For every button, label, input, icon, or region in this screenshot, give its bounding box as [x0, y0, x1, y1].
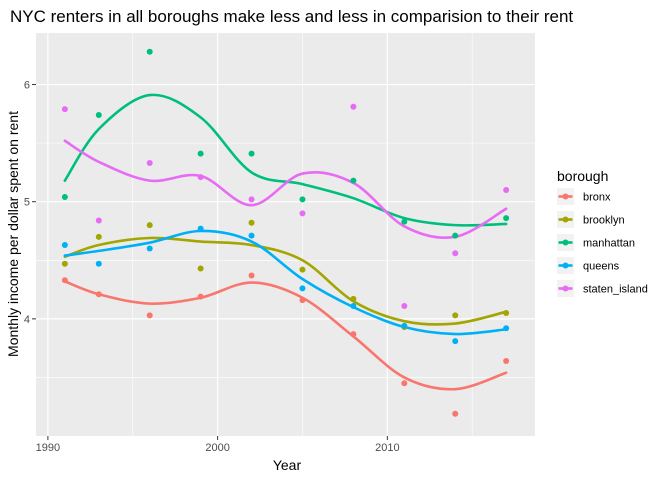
data-point-brooklyn	[95, 233, 102, 240]
legend: borough bronx brooklyn manhattan queens stat…	[557, 168, 648, 297]
data-point-queens	[197, 225, 204, 232]
y-tick-label: 4	[24, 314, 30, 326]
plot-area	[36, 33, 535, 436]
data-point-queens	[248, 232, 255, 239]
data-point-queens	[61, 242, 68, 249]
data-point-bronx	[95, 291, 102, 298]
legend-key-point	[562, 239, 569, 246]
plot-background	[36, 33, 535, 436]
trend-line-staten_island	[63, 139, 508, 239]
data-point-bronx	[299, 297, 306, 304]
data-point-brooklyn	[299, 266, 306, 273]
legend-key-point	[562, 262, 569, 269]
data-point-manhattan	[299, 196, 306, 203]
trend-line-queens	[63, 229, 508, 336]
data-point-queens	[350, 302, 357, 309]
data-point-staten_island	[503, 186, 510, 193]
legend-key-point	[562, 216, 569, 223]
data-point-staten_island	[197, 174, 204, 181]
data-point-staten_island	[350, 103, 357, 110]
data-point-brooklyn	[452, 312, 459, 319]
data-point-staten_island	[95, 217, 102, 224]
data-point-staten_island	[61, 106, 68, 113]
x-tick-label: 2010	[375, 442, 399, 454]
legend-key-point	[562, 285, 569, 292]
data-point-bronx	[197, 293, 204, 300]
legend-title: borough	[557, 168, 608, 184]
data-point-manhattan	[452, 232, 459, 239]
data-point-manhattan	[350, 177, 357, 184]
data-point-brooklyn	[61, 260, 68, 267]
chart-title: NYC renters in all boroughs make less an…	[10, 7, 573, 26]
x-axis-title: Year	[273, 457, 302, 473]
x-tick-label: 2000	[205, 442, 229, 454]
data-point-staten_island	[452, 250, 459, 257]
data-point-manhattan	[248, 150, 255, 157]
y-axis-title: Monthly income per dollar spent on rent	[5, 111, 21, 357]
y-tick-label: 5	[24, 197, 30, 209]
legend-label-manhattan: manhattan	[583, 238, 635, 250]
data-point-brooklyn	[197, 265, 204, 272]
data-point-manhattan	[401, 218, 408, 225]
trend-line-bronx	[63, 280, 508, 391]
trend-line-manhattan	[63, 93, 508, 227]
data-point-brooklyn	[248, 219, 255, 226]
data-point-brooklyn	[350, 295, 357, 302]
data-point-bronx	[452, 410, 459, 417]
legend-key-point	[562, 193, 569, 200]
data-point-queens	[452, 338, 459, 345]
legend-label-staten_island: staten_island	[583, 284, 648, 296]
data-point-manhattan	[197, 150, 204, 157]
trend-line-brooklyn	[63, 236, 508, 326]
data-point-manhattan	[95, 112, 102, 119]
data-point-queens	[95, 260, 102, 267]
legend-label-brooklyn: brooklyn	[583, 215, 625, 227]
data-point-bronx	[401, 380, 408, 387]
data-point-bronx	[61, 277, 68, 284]
data-point-manhattan	[146, 48, 153, 55]
data-point-manhattan	[503, 215, 510, 222]
data-point-staten_island	[248, 196, 255, 203]
data-point-queens	[146, 245, 153, 252]
x-tick-label: 1990	[36, 442, 60, 454]
data-point-brooklyn	[146, 222, 153, 229]
data-point-bronx	[146, 312, 153, 319]
data-point-queens	[401, 322, 408, 329]
y-tick-label: 6	[24, 80, 30, 92]
data-point-bronx	[350, 331, 357, 338]
data-point-queens	[299, 285, 306, 292]
axes: 1990 2000 2010 4 5 6	[24, 80, 400, 454]
data-point-staten_island	[401, 302, 408, 309]
data-point-brooklyn	[503, 309, 510, 316]
legend-label-bronx: bronx	[583, 192, 611, 204]
data-point-queens	[503, 325, 510, 332]
data-point-staten_island	[146, 160, 153, 167]
data-point-bronx	[503, 358, 510, 365]
data-point-bronx	[248, 272, 255, 279]
legend-label-queens: queens	[583, 261, 620, 273]
data-point-staten_island	[299, 210, 306, 217]
data-point-manhattan	[61, 194, 68, 201]
